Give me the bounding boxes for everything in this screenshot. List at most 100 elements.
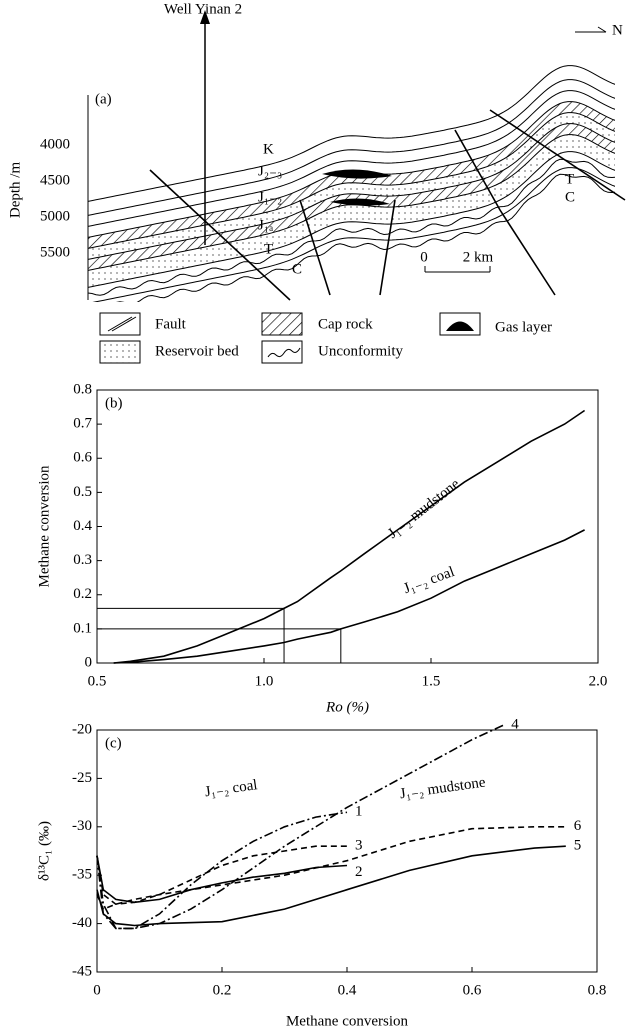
y-tick-label: 0.1 bbox=[73, 620, 92, 636]
gas-layer bbox=[330, 198, 390, 206]
series-line bbox=[96, 845, 347, 906]
fault bbox=[379, 199, 396, 296]
layer-label: C bbox=[565, 189, 575, 205]
scale-label: 2 km bbox=[463, 249, 494, 265]
stratum-line bbox=[88, 79, 615, 216]
y-tick-label: 0.7 bbox=[73, 416, 92, 432]
legend-gas bbox=[446, 321, 474, 331]
stratum-line bbox=[88, 65, 615, 202]
y-tick-label: 0.4 bbox=[73, 518, 92, 534]
x-tick-label: 1.5 bbox=[422, 673, 441, 689]
annotation: J₁₋₂ coal bbox=[204, 777, 259, 800]
layer-label: J₁₋₂ bbox=[258, 189, 282, 205]
series-label: 2 bbox=[355, 864, 363, 880]
x-axis-label: Ro (%) bbox=[325, 699, 369, 715]
legend-box bbox=[261, 312, 303, 336]
stratum-line bbox=[88, 151, 615, 288]
fault bbox=[299, 199, 331, 296]
y-tick-label: -35 bbox=[72, 867, 92, 883]
legend-text: Reservoir bed bbox=[155, 343, 239, 359]
x-tick-label: 2.0 bbox=[589, 673, 608, 689]
legend-fault bbox=[107, 316, 137, 332]
y-tick-label: -25 bbox=[72, 770, 92, 786]
x-tick-label: 0 bbox=[93, 982, 101, 998]
unconformity bbox=[88, 158, 615, 296]
legend-box bbox=[261, 340, 303, 364]
series-label: J₁₋₂ mudstone bbox=[385, 476, 463, 542]
layer-label: C bbox=[292, 261, 302, 277]
series-line bbox=[113, 529, 585, 664]
legend-text: Unconformity bbox=[318, 343, 403, 359]
legend-text: Gas layer bbox=[495, 319, 552, 335]
y-axis-label: δ¹³C₁ (‰) bbox=[36, 821, 52, 881]
series-line bbox=[96, 724, 504, 930]
plot-frame bbox=[96, 389, 599, 664]
y-tick-label: -40 bbox=[72, 915, 92, 931]
series-line bbox=[96, 811, 348, 930]
stratum-band bbox=[88, 123, 615, 271]
stratum-band bbox=[88, 134, 615, 288]
stratum-line bbox=[88, 123, 615, 260]
scale-label: 0 bbox=[420, 249, 428, 265]
x-tick-label: 0.6 bbox=[463, 982, 482, 998]
layer-label: T bbox=[264, 241, 273, 257]
y-tick-label: 0.2 bbox=[73, 586, 92, 602]
x-tick-label: 0.2 bbox=[213, 982, 232, 998]
stratum-line bbox=[88, 90, 615, 227]
layer-label: J₂₋₃ bbox=[258, 163, 282, 179]
x-tick-label: 0.4 bbox=[338, 982, 357, 998]
layer-label: J₁ₐ bbox=[258, 217, 273, 233]
strata bbox=[88, 65, 615, 302]
legend-box bbox=[99, 340, 141, 364]
panel-label: (c) bbox=[105, 735, 122, 751]
well-label: Well Yinan 2 bbox=[164, 1, 242, 17]
y-tick-label: 0.5 bbox=[73, 484, 92, 500]
x-tick-label: 1.0 bbox=[255, 673, 274, 689]
gas-layer bbox=[322, 169, 392, 179]
series-label: 6 bbox=[574, 818, 582, 834]
well-arrow bbox=[200, 10, 210, 24]
layer-label: K bbox=[263, 141, 274, 157]
layer-label: T bbox=[565, 171, 574, 187]
stratum-line bbox=[92, 167, 615, 302]
series-label: J₁₋₂ coal bbox=[402, 564, 457, 597]
y-tick-label: 0.6 bbox=[73, 450, 92, 466]
legend-unconformity bbox=[267, 347, 301, 358]
panel-label: (b) bbox=[105, 395, 123, 411]
x-tick-label: 0.5 bbox=[88, 673, 107, 689]
series-label: 3 bbox=[355, 838, 363, 854]
y-tick-label: -30 bbox=[72, 818, 92, 834]
unconformity bbox=[115, 173, 615, 302]
y-axis-label: Methane conversion bbox=[36, 465, 52, 588]
y-tick-label: -45 bbox=[72, 963, 92, 979]
north-label: N bbox=[612, 22, 623, 38]
y-tick-label: 0.3 bbox=[73, 552, 92, 568]
fault bbox=[149, 169, 291, 301]
depth-tick-label: 4500 bbox=[40, 172, 70, 188]
series-line bbox=[96, 845, 566, 927]
y-tick-label: 0 bbox=[85, 654, 93, 670]
annotation: J₁₋₂ mudstone bbox=[399, 774, 487, 802]
series-label: 4 bbox=[511, 717, 519, 733]
depth-tick-label: 5500 bbox=[40, 244, 70, 260]
fault bbox=[489, 109, 626, 201]
stratum-band bbox=[88, 112, 615, 260]
depth-tick-label: 5000 bbox=[40, 208, 70, 224]
series-label: 1 bbox=[355, 804, 363, 820]
series-line bbox=[96, 855, 348, 904]
fault bbox=[454, 129, 556, 296]
y-tick-label: 0.8 bbox=[73, 381, 92, 397]
legend-text: Cap rock bbox=[318, 316, 373, 332]
legend-box bbox=[99, 312, 141, 336]
stratum-line bbox=[88, 112, 615, 249]
legend-box bbox=[439, 312, 481, 336]
x-tick-label: 0.8 bbox=[588, 982, 607, 998]
depth-tick-label: 4000 bbox=[40, 136, 70, 152]
x-axis-label: Methane conversion bbox=[286, 1013, 409, 1029]
series-label: 5 bbox=[574, 838, 582, 854]
panel-label: (a) bbox=[95, 91, 112, 107]
plot-frame bbox=[96, 729, 598, 973]
depth-axis-label: Depth /m bbox=[7, 162, 23, 219]
series-line bbox=[113, 409, 586, 664]
